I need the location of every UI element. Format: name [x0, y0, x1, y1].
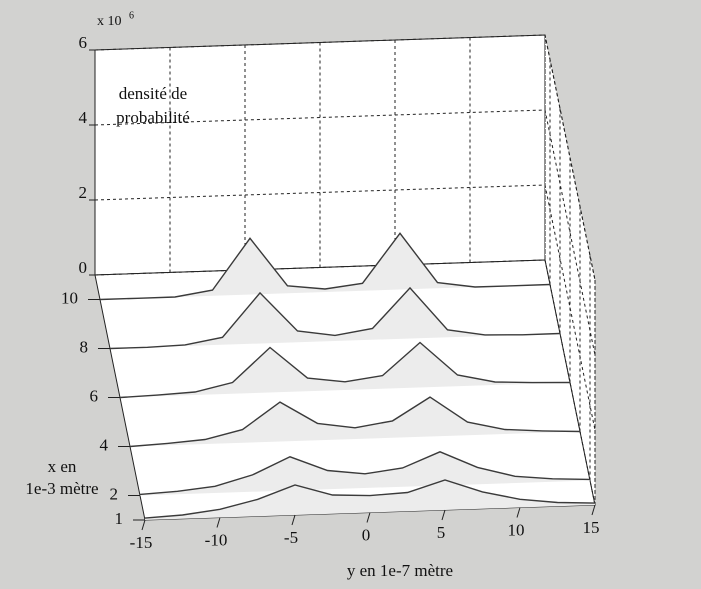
y-tick-label: -10: [205, 530, 228, 549]
surface-fill: [120, 342, 570, 398]
box: [89, 34, 596, 521]
surface-row: [139, 451, 591, 496]
z-tick-label: 6: [79, 33, 88, 52]
x-tick-label: 2: [110, 484, 119, 503]
y-axis-label: y en 1e-7 mètre: [347, 561, 453, 580]
x-tick-label: 8: [80, 337, 89, 356]
tick-mark: [216, 517, 221, 528]
surface: [99, 232, 596, 520]
y-tick-label: -15: [130, 533, 153, 552]
tick-mark: [366, 512, 371, 523]
z-tick-label: 2: [79, 183, 88, 202]
x-tick-label: 10: [61, 288, 78, 307]
z-tick-label: 4: [79, 108, 88, 127]
z-tick-label: 0: [79, 258, 88, 277]
exponent-label: x 10: [97, 14, 122, 29]
tick-mark: [591, 504, 596, 516]
x-axis-label: x en: [48, 457, 77, 476]
surface-fill: [145, 480, 595, 520]
back-wall: [94, 34, 546, 276]
surface-row: [109, 286, 561, 350]
surface-fill: [130, 397, 580, 447]
surface-row: [119, 341, 571, 399]
surface-row: [129, 396, 581, 448]
x-tick-label: 4: [100, 435, 109, 454]
y-tick-label: 15: [583, 518, 600, 537]
x-tick-label: 6: [90, 386, 99, 405]
y-tick-label: 10: [508, 520, 525, 539]
surface-fill: [110, 287, 560, 349]
exponent: 6: [129, 10, 134, 21]
labels: 0 2 4 6 1 2 4 6 8 10 -15 -10 -5 0 5 10 15 x 10 6 densité de…: [25, 10, 599, 580]
surface-row: [99, 232, 551, 301]
x-tick-label: 1: [115, 509, 124, 528]
z-axis-label: densité de: [119, 84, 187, 103]
y-tick-label: 0: [362, 525, 371, 544]
y-tick-label: -5: [284, 528, 298, 547]
tick-mark: [141, 519, 146, 531]
y-tick-label: 5: [437, 523, 446, 542]
z-axis-label: probabilité: [116, 108, 190, 127]
x-axis-label: 1e-3 mètre: [25, 479, 98, 498]
tick-mark: [441, 509, 446, 521]
surface-row: [144, 479, 596, 519]
tick-mark: [516, 507, 521, 518]
tick-mark: [291, 514, 296, 526]
surface-fill: [140, 451, 590, 496]
